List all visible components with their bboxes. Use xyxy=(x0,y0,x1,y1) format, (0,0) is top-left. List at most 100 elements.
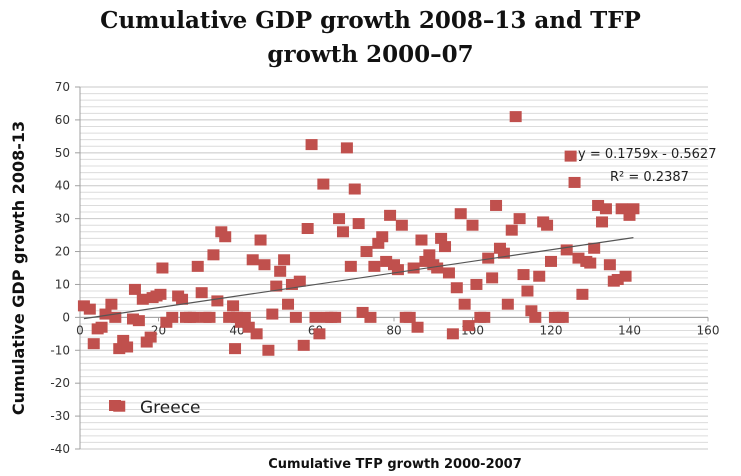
data-point xyxy=(144,331,157,343)
trendline-group xyxy=(83,237,634,320)
y-tick-label: 20 xyxy=(55,245,70,259)
data-point xyxy=(203,311,216,323)
data-point xyxy=(572,252,585,264)
y-tick-label: -10 xyxy=(50,343,70,357)
trendline-r-squared: R² = 0.2387 xyxy=(610,170,689,185)
data-point xyxy=(117,334,130,346)
data-point xyxy=(360,246,373,258)
legend-label: Greece xyxy=(140,398,201,418)
data-point xyxy=(242,321,255,333)
data-point xyxy=(384,209,397,221)
y-tick-label: 60 xyxy=(55,113,70,127)
data-point xyxy=(482,252,495,264)
data-point xyxy=(166,311,179,323)
data-point xyxy=(364,311,377,323)
x-tick-label: 80 xyxy=(386,323,401,337)
data-points xyxy=(77,111,640,412)
data-point xyxy=(254,234,267,246)
data-point xyxy=(132,315,145,327)
trendline xyxy=(83,237,634,320)
data-point xyxy=(344,260,357,272)
data-point xyxy=(556,311,569,323)
data-point xyxy=(356,306,369,318)
data-point xyxy=(333,213,346,225)
chart-title: Cumulative GDP growth 2008–13 and TFP gr… xyxy=(0,4,741,72)
data-point xyxy=(619,270,632,282)
data-point xyxy=(568,176,581,188)
data-point xyxy=(207,249,220,261)
data-point xyxy=(462,320,475,332)
data-point xyxy=(297,339,310,351)
chart-title-line-1: Cumulative GDP growth 2008–13 and TFP xyxy=(100,7,641,34)
chart-title-line-2: growth 2000–07 xyxy=(267,41,474,68)
data-point xyxy=(490,199,503,211)
y-tick-label: 50 xyxy=(55,146,70,160)
data-point xyxy=(478,311,491,323)
data-point xyxy=(372,237,385,249)
data-point xyxy=(313,328,326,340)
data-point xyxy=(238,311,251,323)
data-point xyxy=(521,285,534,297)
data-point xyxy=(278,254,291,266)
data-point xyxy=(285,278,298,290)
data-point xyxy=(470,278,483,290)
data-point xyxy=(352,218,365,230)
x-tick-label: 0 xyxy=(76,323,84,337)
data-point xyxy=(128,283,141,295)
y-tick-label: 10 xyxy=(55,277,70,291)
data-point xyxy=(301,223,314,235)
data-point xyxy=(442,267,455,279)
data-point xyxy=(517,269,530,281)
data-point xyxy=(305,139,318,151)
data-point xyxy=(105,298,118,310)
data-point xyxy=(289,311,302,323)
data-point xyxy=(431,262,444,274)
data-point xyxy=(246,254,259,266)
x-axis-title: Cumulative TFP growth 2000-2007 xyxy=(268,457,522,472)
data-point xyxy=(211,295,224,307)
data-point xyxy=(258,259,271,271)
data-point xyxy=(501,298,514,310)
data-point xyxy=(223,311,236,323)
data-point xyxy=(458,298,471,310)
data-point xyxy=(274,265,287,277)
data-point xyxy=(623,209,636,221)
data-point xyxy=(439,241,452,253)
data-point xyxy=(529,311,542,323)
data-point xyxy=(136,293,149,305)
data-point xyxy=(250,328,263,340)
y-tick-labels: 70 60 50 40 30 20 10 0 -10 -20 -30 -40 xyxy=(50,80,70,456)
y-tick-label: -20 xyxy=(50,376,70,390)
data-point xyxy=(113,343,126,355)
data-point xyxy=(541,219,554,231)
data-point xyxy=(154,288,167,300)
x-tick-label: 120 xyxy=(540,323,563,337)
data-point xyxy=(395,219,408,231)
data-point xyxy=(266,308,279,320)
data-point xyxy=(525,305,538,317)
data-point xyxy=(348,183,361,195)
data-point xyxy=(435,232,448,244)
x-tick-label: 140 xyxy=(618,323,641,337)
y-axis-title: Cumulative GDP growth 2008-13 xyxy=(9,121,28,415)
gridlines xyxy=(80,86,708,450)
y-tick-label: 40 xyxy=(55,179,70,193)
data-point xyxy=(191,260,204,272)
data-point xyxy=(513,213,526,225)
data-point xyxy=(509,111,522,123)
data-point xyxy=(596,216,609,228)
data-point xyxy=(95,321,108,333)
data-point xyxy=(376,231,389,243)
data-point xyxy=(219,231,232,243)
data-point xyxy=(415,234,428,246)
data-point xyxy=(336,226,349,238)
data-point xyxy=(317,178,330,190)
data-point xyxy=(411,321,424,333)
data-point xyxy=(309,311,322,323)
data-point xyxy=(419,255,432,267)
data-point xyxy=(611,274,624,286)
data-point xyxy=(407,262,420,274)
data-point xyxy=(340,142,353,154)
data-point xyxy=(329,311,342,323)
y-tick-label: 70 xyxy=(55,80,70,94)
